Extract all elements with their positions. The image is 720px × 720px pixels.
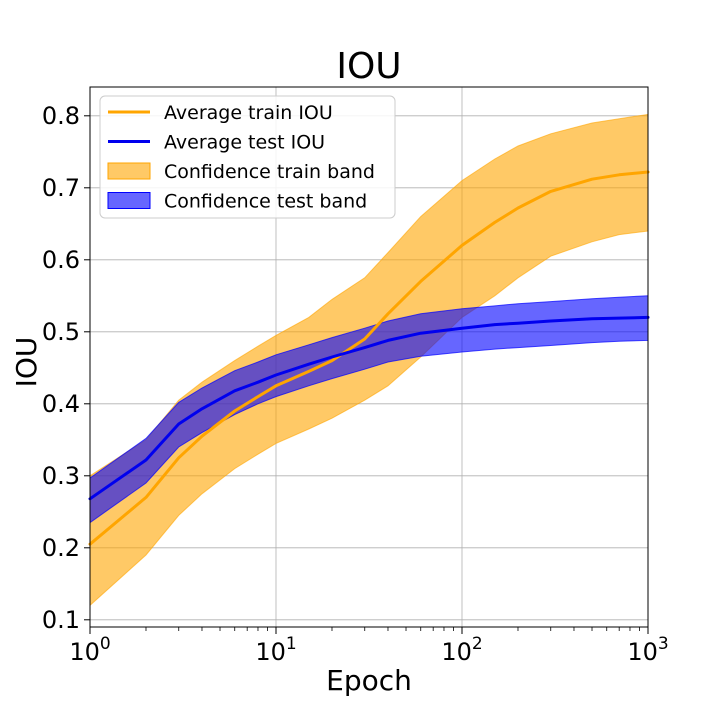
x-tick-label: 101 (255, 634, 296, 666)
x-tick-label: 102 (441, 634, 482, 666)
x-tick-exponent: 0 (100, 634, 111, 654)
plot-frame (89, 86, 649, 628)
x-axis-label: Epoch (326, 664, 412, 697)
legend-entry-label: Average test IOU (164, 132, 325, 154)
legend-swatch-band (107, 162, 151, 180)
y-tick-label: 0.5 (42, 318, 80, 346)
x-axis-ticks: 100 101 102 103 (69, 627, 669, 666)
y-tick-label: 0.4 (42, 390, 80, 418)
legend-entry-label: Confidence train band (164, 161, 375, 183)
average-train-line (88, 170, 650, 546)
legend-entry-label: Confidence test band (164, 191, 367, 213)
x-tick-base: 10 (627, 638, 658, 666)
y-tick-label: 0.3 (42, 462, 80, 490)
y-axis-ticks: 0.1 0.2 0.3 0.4 0.5 0.6 0.7 0.8 (42, 102, 90, 634)
x-tick-base: 10 (255, 638, 286, 666)
legend: Average train IOU Average test IOU Confide… (99, 95, 396, 219)
x-tick-label: 100 (69, 634, 110, 666)
average-test-line (88, 315, 650, 501)
chart-title: IOU (336, 46, 401, 87)
y-tick-label: 0.7 (42, 174, 80, 202)
y-tick-label: 0.1 (42, 606, 80, 634)
y-tick-label: 0.6 (42, 246, 80, 274)
legend-box (99, 95, 396, 219)
x-tick-label: 103 (627, 634, 668, 666)
x-tick-exponent: 2 (472, 634, 483, 654)
legend-swatch-band (107, 192, 151, 209)
y-axis-label: IOU (10, 337, 43, 388)
x-tick-base: 10 (69, 638, 100, 666)
x-tick-base: 10 (441, 638, 472, 666)
y-tick-label: 0.8 (42, 102, 80, 130)
average-lines (88, 170, 650, 546)
x-tick-exponent: 1 (286, 634, 297, 654)
legend-entry-label: Average train IOU (164, 102, 333, 124)
y-tick-label: 0.2 (42, 534, 80, 562)
x-tick-exponent: 3 (658, 634, 669, 654)
